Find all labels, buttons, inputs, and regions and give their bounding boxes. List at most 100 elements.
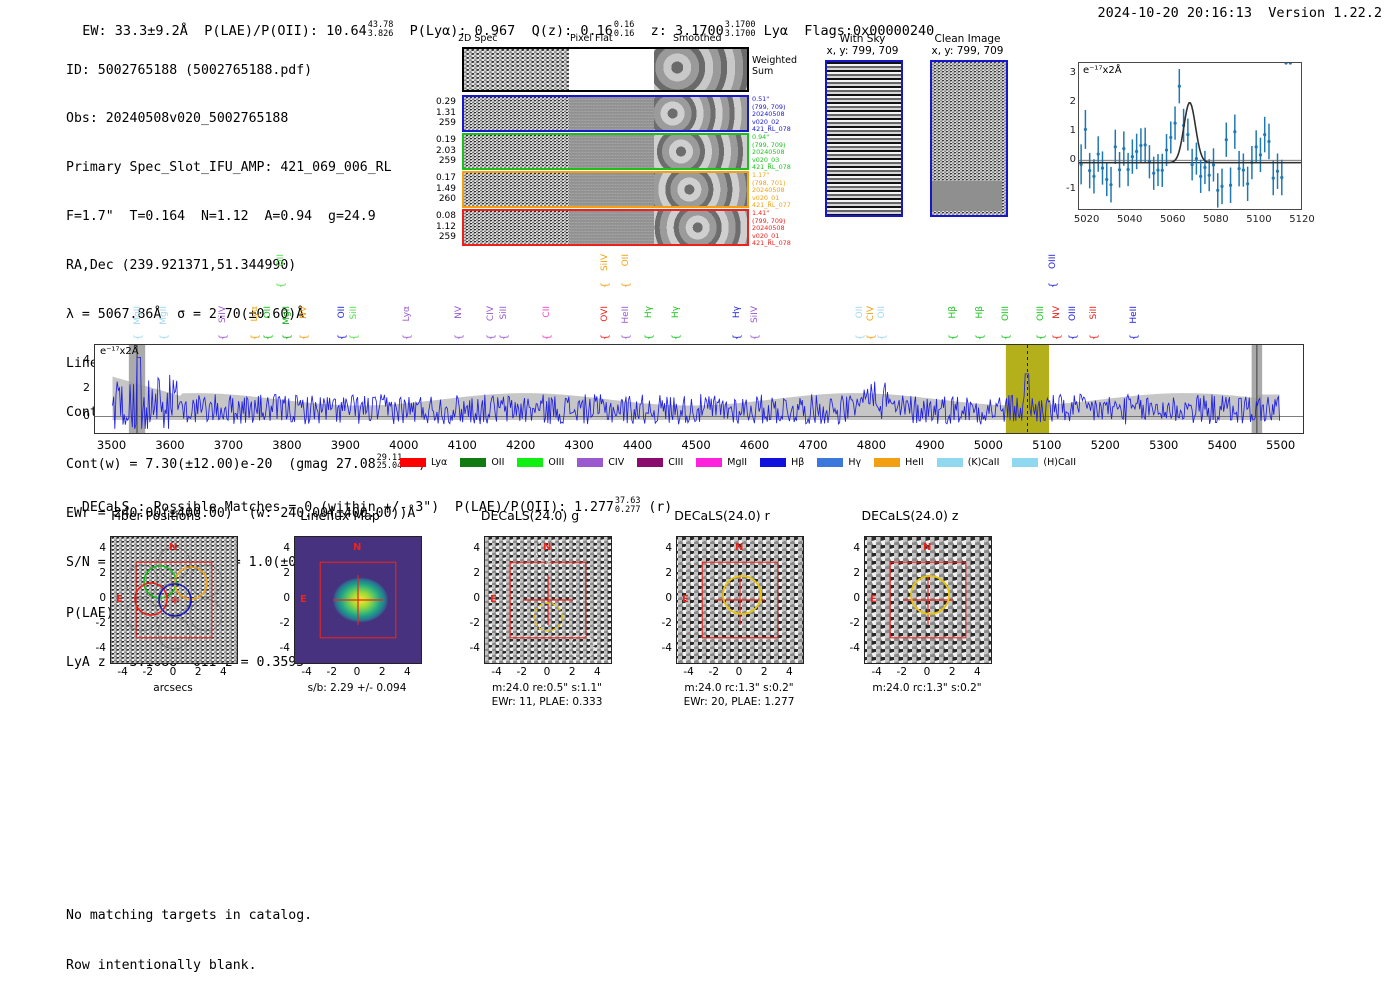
spectrum-ytick-0: 0 <box>83 409 90 423</box>
fiber-row-4-stats: 0.08 1.12 259 <box>435 211 456 242</box>
fiber-row-1 <box>462 95 749 132</box>
spectrum-line-label-OII-5: OII <box>276 254 287 267</box>
spectrum-xtick-5100: 5100 <box>1032 438 1062 452</box>
cutout-2-xtick-4: 4 <box>404 666 411 678</box>
compass-n-3: N <box>543 542 552 553</box>
legend-item-CIV: CIV <box>577 457 624 468</box>
legend-item-CIII: CIII <box>637 457 683 468</box>
legend-label-Ly: Lyα <box>431 457 448 468</box>
fit-xtick-5040: 5040 <box>1116 214 1143 225</box>
spectrum-line-brace-3: { <box>249 334 261 341</box>
spectrum-line-brace-30: { <box>1047 282 1059 289</box>
spectrum-xtick-4300: 4300 <box>564 438 594 452</box>
spectrum-line-label-OII-16: OII <box>620 254 631 267</box>
cutout-xlabel-5: m:24.0 rc:1.3" s:0.2" <box>872 682 982 694</box>
plae-poii-range: 43.78 3.826 <box>367 20 394 39</box>
legend-swatch-H <box>760 458 787 467</box>
fiber-row-1-pixelflat <box>568 97 654 130</box>
cutout-image-2 <box>294 536 422 664</box>
legend-swatch-CIII <box>637 458 664 467</box>
cutout-1-ytick--4: -4 <box>95 642 106 655</box>
spectrum-line-brace-9: { <box>349 334 361 341</box>
spectrum-line-brace-28: { <box>1000 334 1012 341</box>
info-radec: RA,Dec (239.921371,51.344990) <box>66 258 297 274</box>
cutout-5-xtick-0: 0 <box>923 666 931 678</box>
cutout-3-xtick--2: -2 <box>516 666 528 678</box>
cutout-2-ytick-2: 2 <box>283 566 290 579</box>
spectrum-line-label-OIII-32: OIII <box>1068 306 1079 322</box>
legend-swatch-Ly <box>400 458 426 467</box>
legend-label-CIII: CIII <box>668 457 684 468</box>
spectrum-line-brace-17: { <box>600 334 612 341</box>
spectrum-xtick-4200: 4200 <box>506 438 536 452</box>
spectrum-xtick-4800: 4800 <box>856 438 887 452</box>
spectrum-line-brace-7: { <box>299 334 311 341</box>
legend-swatch-MgII <box>696 458 723 467</box>
spectrum-xtick-3700: 3700 <box>213 438 244 452</box>
spectrum-line-label-OII-25: OII <box>876 306 887 319</box>
full-spectrum-axes: e⁻¹⁷x2Å <box>94 344 1304 434</box>
with-sky-image <box>825 60 903 217</box>
cutout-2-xtick--2: -2 <box>326 666 338 678</box>
spectrum-line-brace-4: { <box>263 334 275 341</box>
fit-ytick-2: 2 <box>1069 95 1076 107</box>
decals-plae-range: 37.63 0.277 <box>614 496 641 515</box>
spectrum-xtick-5000: 5000 <box>973 438 1003 452</box>
decals-header: DECaLS : Possible Matches = 0 (within +/… <box>66 482 672 515</box>
col-title-smoothed: Smoothed <box>673 33 722 44</box>
cutout-panel-3: DECaLS(24.0) g N E 4 2 0 -2 -4 -4 -2 0 2 4 m:24.0 re:… <box>440 508 630 723</box>
cutout-title-1: Fiber Positions <box>111 508 201 523</box>
fiber-row-2-smoothed <box>653 135 747 168</box>
cutout-1-ytick-2: 2 <box>99 566 106 579</box>
spectrum-line-label-SiII-13: SiII <box>499 306 510 320</box>
spectrum-line-brace-15: { <box>600 282 612 289</box>
spectrum-line-brace-6: { <box>281 334 293 341</box>
cutout-3-xtick-2: 2 <box>568 666 576 678</box>
fit-plot-svg <box>1079 61 1301 208</box>
spectrum-line-label-OII-8: OII <box>337 306 348 319</box>
cutout-4-ytick-0: 0 <box>665 592 672 604</box>
compass-n-5: N <box>923 542 932 553</box>
spectrum-line-label-MgII-1: MgII <box>159 306 170 325</box>
cutout-title-5: DECaLS(24.0) z <box>861 508 959 523</box>
cutout-overlay-4 <box>701 561 779 639</box>
cutout-4-xtick--4: -4 <box>683 666 694 678</box>
cutout-xlabel2-3: EWr: 11, PLAE: 0.333 <box>491 696 603 708</box>
cutout-title-3: DECaLS(24.0) g <box>480 508 580 523</box>
fiber-row-4-meta: 1.41" (799, 709) 20240508 v020_01 421_RL_078 <box>752 209 791 248</box>
spectrum-line-brace-33: { <box>1088 334 1100 341</box>
cutout-5-ytick--4: -4 <box>849 642 860 655</box>
compass-n-1: N <box>169 542 178 553</box>
weighted-sum-row <box>462 47 749 92</box>
spectrum-line-brace-20: { <box>670 334 682 341</box>
footer-line-1: No matching targets in catalog. <box>66 908 313 923</box>
spectrum-line-brace-12: { <box>486 334 498 341</box>
cutout-2-xtick-0: 0 <box>353 666 361 678</box>
fiber-row-3-stats: 0.17 1.49 260 <box>435 173 456 204</box>
legend-item-HeII: HeII <box>874 457 924 468</box>
cutout-4-ytick-4: 4 <box>665 541 672 554</box>
legend-swatch-OIII <box>517 458 544 467</box>
cutout-5-ytick-0: 0 <box>853 592 860 604</box>
decals-header-band: (r) <box>648 500 673 516</box>
legend-swatch-OII <box>460 458 487 467</box>
footer-line-2: Row intentionally blank. <box>66 957 257 973</box>
spectrum-ytick-2: 2 <box>83 381 90 394</box>
cutout-2-ytick-4: 4 <box>283 541 290 554</box>
spectrum-line-label-OVI-17: OVI <box>600 306 611 322</box>
spec2d-panel: 2D Spec Pixel Flat Smoothed Weighted Sum… <box>430 33 797 248</box>
spectrum-line-brace-24: { <box>866 334 878 341</box>
cutout-3-ytick--4: -4 <box>469 642 480 655</box>
spectrum-line-brace-31: { <box>1052 334 1064 341</box>
fiber-row-3-meta: 1.17" (798, 701) 20240508 v020_01 421_RL_077 <box>752 171 791 210</box>
spectrum-xtick-3900: 3900 <box>330 438 360 452</box>
legend-item-H: Hγ <box>817 457 861 468</box>
footer-note: No matching targets in catalog. Row inte… <box>66 875 312 991</box>
cutout-4-ytick--4: -4 <box>661 642 672 655</box>
spectrum-line-label-H-21: Hγ <box>731 306 742 319</box>
compass-n-4: N <box>735 542 744 553</box>
spectrum-xtick-4600: 4600 <box>739 438 770 452</box>
qz-range: 0.16 0.16 <box>613 20 635 39</box>
cutout-4-xtick--2: -2 <box>708 666 720 678</box>
spectrum-line-brace-23: { <box>854 334 866 341</box>
